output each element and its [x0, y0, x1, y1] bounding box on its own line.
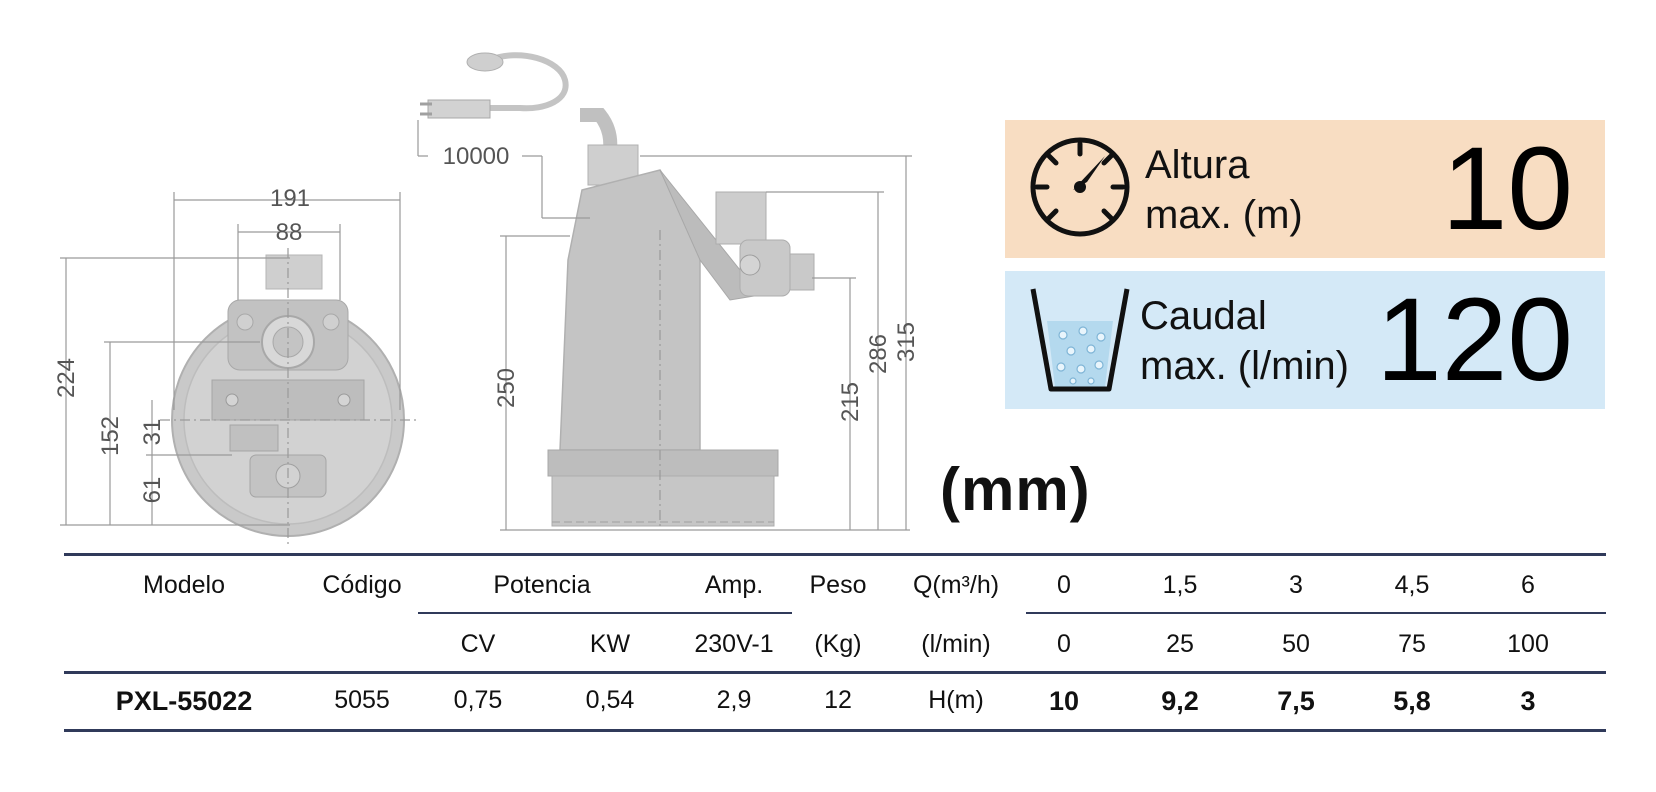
- potencia-underline: [418, 612, 792, 614]
- table-top-rule: [64, 553, 1606, 556]
- lmin-value: 75: [1398, 630, 1426, 658]
- dim-152: 152: [97, 416, 124, 456]
- side-view-dimensions: 10000 250 215 286 315: [417, 120, 920, 531]
- row-kw: 0,54: [585, 686, 635, 714]
- table-mid-rule: [64, 671, 1606, 674]
- q-value: 1,5: [1162, 571, 1198, 599]
- col-kg: (Kg): [814, 630, 862, 658]
- row-h: H(m): [928, 686, 984, 714]
- dim-224: 224: [53, 358, 80, 398]
- h-value: 9,2: [1161, 686, 1199, 716]
- lmin-value: 50: [1282, 630, 1310, 658]
- max-flow-label: Caudal max. (l/min): [1140, 291, 1349, 391]
- max-height-label-line2: max. (m): [1145, 193, 1303, 237]
- lmin-value: 0: [1057, 630, 1071, 658]
- row-cv: 0,75: [453, 686, 503, 714]
- table-bottom-rule: [64, 729, 1606, 732]
- side-view-drawing: [420, 52, 815, 530]
- pump-dimension-drawing: 191 88 224 152 31 61: [53, 52, 920, 545]
- dim-191: 191: [270, 185, 310, 212]
- dim-31: 31: [139, 419, 166, 446]
- bucket-icon: [1030, 288, 1130, 392]
- max-flow-value: 120: [1376, 274, 1573, 406]
- max-height-label: Altura max. (m): [1145, 140, 1303, 240]
- h-value: 3: [1520, 686, 1536, 716]
- dim-286: 286: [865, 334, 892, 374]
- lmin-value: 25: [1166, 630, 1194, 658]
- max-height-value: 10: [1441, 123, 1573, 255]
- h-value: 10: [1048, 686, 1080, 716]
- row-modelo: PXL-55022: [115, 686, 253, 716]
- front-view-dimensions: 191 88 224 152 31 61: [53, 185, 401, 526]
- col-cv: CV: [460, 630, 496, 658]
- col-lmin: (l/min): [921, 630, 991, 658]
- front-view-drawing: [160, 248, 420, 545]
- col-codigo: Código: [322, 571, 402, 599]
- col-kw: KW: [589, 630, 631, 658]
- lmin-value: 100: [1507, 630, 1549, 658]
- q-underline: [1026, 612, 1606, 614]
- q-value: 0: [1057, 571, 1071, 599]
- max-height-label-line1: Altura: [1145, 143, 1250, 187]
- dim-88: 88: [276, 219, 303, 246]
- col-modelo: Modelo: [143, 571, 225, 599]
- col-peso: Peso: [809, 571, 867, 599]
- col-volt: 230V-1: [694, 630, 774, 658]
- row-amp: 2,9: [716, 686, 752, 714]
- h-value: 7,5: [1277, 686, 1315, 716]
- unit-note: (mm): [940, 456, 1091, 523]
- dim-61: 61: [139, 477, 166, 504]
- col-amp: Amp.: [704, 571, 764, 599]
- max-height-box: Altura max. (m) 10: [1005, 120, 1605, 258]
- max-flow-label-line2: max. (l/min): [1140, 344, 1349, 388]
- gauge-icon: [1030, 137, 1130, 237]
- h-value: 5,8: [1393, 686, 1431, 716]
- col-q: Q(m³/h): [912, 571, 1000, 599]
- q-value: 6: [1521, 571, 1535, 599]
- col-potencia: Potencia: [493, 571, 591, 599]
- dim-250: 250: [493, 368, 520, 408]
- dim-215: 215: [837, 382, 864, 422]
- dim-315: 315: [893, 322, 920, 362]
- spec-table: Modelo Código Potencia Amp. Peso Q(m³/h)…: [64, 553, 1606, 733]
- max-flow-box: Caudal max. (l/min) 120: [1005, 271, 1605, 409]
- q-value: 4,5: [1394, 571, 1430, 599]
- row-peso: 12: [824, 686, 852, 714]
- max-flow-label-line1: Caudal: [1140, 294, 1267, 338]
- row-codigo: 5055: [334, 686, 390, 714]
- q-value: 3: [1289, 571, 1303, 599]
- dim-10000: 10000: [443, 143, 510, 170]
